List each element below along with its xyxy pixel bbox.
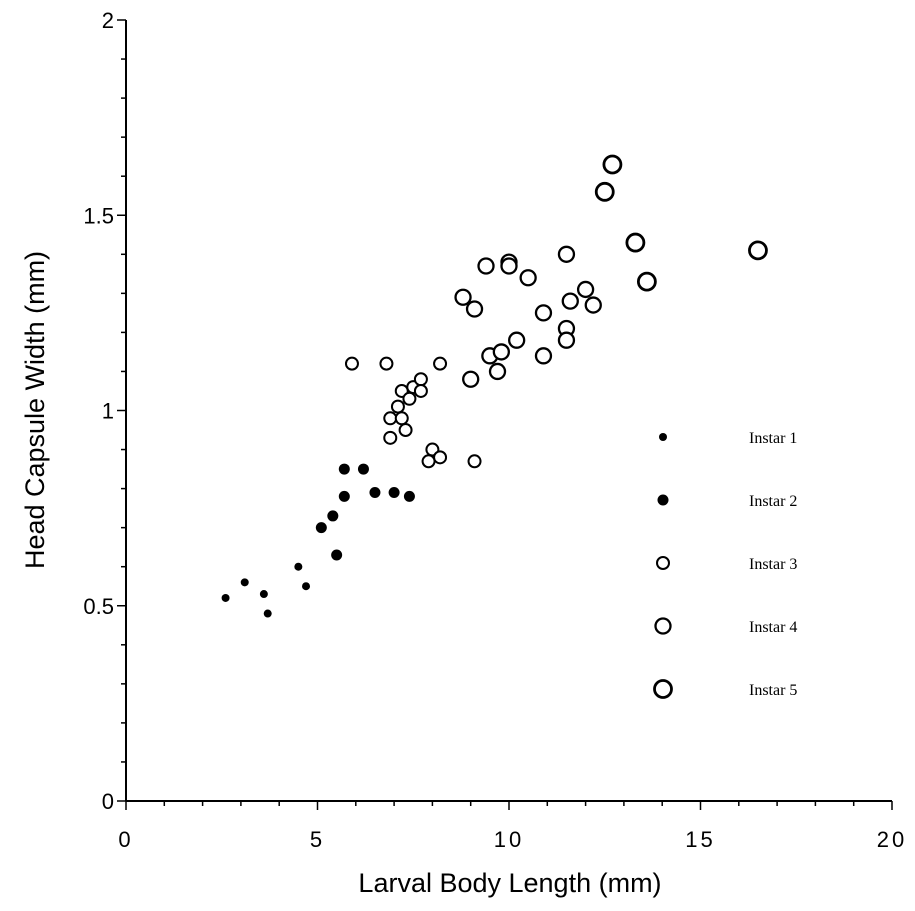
x-tick-label: 10 — [494, 827, 524, 852]
legend-label: Instar 4 — [749, 619, 797, 636]
data-point — [259, 590, 268, 599]
legend-label: Instar 2 — [749, 493, 797, 510]
legend-item: Instar 2 — [657, 493, 797, 510]
x-tick-label: 15 — [685, 827, 715, 852]
data-point — [402, 391, 417, 406]
data-point — [462, 370, 480, 388]
data-point — [467, 454, 482, 469]
legend-label: Instar 5 — [749, 682, 797, 699]
x-tick-label: 20 — [877, 827, 907, 852]
data-point — [477, 257, 495, 275]
data-point — [403, 490, 415, 502]
data-point — [584, 296, 602, 314]
legend-marker — [654, 617, 672, 635]
data-point — [413, 372, 428, 387]
data-point — [557, 245, 576, 263]
legend-marker — [657, 494, 669, 506]
series-instar-4 — [454, 245, 602, 388]
legend-item: Instar 3 — [656, 556, 797, 573]
legend-item: Instar 5 — [653, 679, 797, 699]
x-ticks: 0 5 10 15 20 — [118, 801, 907, 852]
data-points — [221, 154, 768, 618]
data-point — [369, 487, 381, 499]
data-point — [534, 304, 553, 322]
data-point — [379, 356, 394, 371]
data-point — [383, 430, 398, 445]
legend: Instar 1 Instar 2 Instar 3 Instar 4 Instar 5 — [653, 430, 797, 699]
data-point — [519, 269, 537, 287]
data-point — [315, 522, 327, 534]
data-point — [388, 487, 400, 499]
y-tick-label: 1.5 — [83, 203, 114, 228]
y-ticks: 0 0.5 1 1.5 2 — [83, 8, 126, 814]
data-point — [338, 463, 350, 475]
data-point — [421, 454, 436, 469]
series-instar-5 — [594, 154, 768, 292]
legend-marker — [656, 556, 670, 570]
data-point — [454, 288, 472, 306]
x-axis: 0 5 10 15 20 — [118, 800, 907, 852]
data-point — [221, 593, 230, 602]
x-tick-label: 5 — [310, 827, 325, 852]
legend-item: Instar 1 — [659, 430, 797, 447]
x-tick-label: 0 — [118, 827, 133, 852]
data-point — [344, 356, 359, 371]
y-tick-label: 0.5 — [83, 594, 114, 619]
legend-item: Instar 4 — [654, 617, 797, 636]
data-point — [338, 490, 350, 502]
y-axis: 0 0.5 1 1.5 2 — [83, 8, 127, 814]
x-axis-label: Larval Body Length (mm) — [358, 868, 661, 898]
data-point — [331, 549, 343, 561]
data-point — [413, 383, 428, 398]
data-point — [557, 331, 576, 349]
data-point — [390, 399, 405, 414]
data-point — [327, 510, 339, 522]
data-point — [294, 562, 303, 571]
data-point — [240, 578, 249, 587]
legend-label: Instar 1 — [749, 430, 797, 447]
data-point — [357, 463, 369, 475]
data-point — [534, 347, 553, 365]
data-point — [383, 411, 398, 426]
data-point — [500, 257, 518, 275]
data-point — [625, 232, 646, 253]
y-axis-label: Head Capsule Width (mm) — [20, 251, 50, 569]
data-point — [263, 609, 272, 618]
y-tick-label: 0 — [102, 789, 114, 814]
data-point — [394, 411, 409, 426]
data-point — [492, 343, 510, 361]
data-point — [398, 423, 413, 438]
data-point — [561, 292, 579, 310]
legend-label: Instar 3 — [749, 556, 797, 573]
data-point — [508, 331, 526, 349]
data-point — [748, 240, 768, 261]
data-point — [636, 271, 657, 292]
series-instar-1 — [221, 562, 311, 618]
data-point — [594, 181, 615, 202]
legend-marker — [659, 433, 667, 441]
data-point — [433, 450, 448, 465]
data-point — [465, 300, 484, 318]
y-tick-label: 2 — [102, 8, 114, 33]
series-instar-3 — [344, 356, 482, 469]
legend-marker — [653, 679, 673, 699]
data-point — [488, 362, 507, 381]
data-point — [576, 280, 595, 299]
data-point — [302, 582, 311, 591]
y-tick-label: 1 — [102, 399, 114, 424]
data-point — [433, 356, 448, 371]
series-instar-2 — [315, 463, 415, 561]
data-point — [602, 154, 623, 175]
